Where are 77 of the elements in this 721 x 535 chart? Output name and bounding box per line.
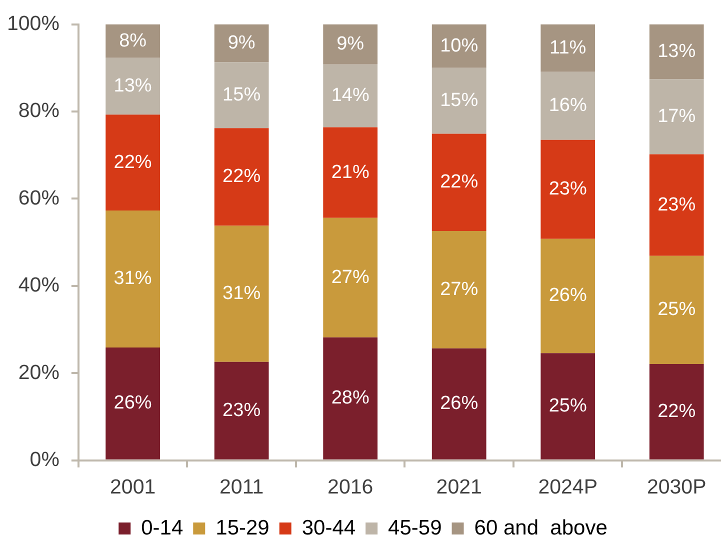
bar [540,238,596,354]
bar [540,24,596,72]
bar [432,24,486,68]
y-tick-label: 80% [18,99,60,122]
bar [649,364,704,460]
data-label: 14% [331,85,370,106]
bar [323,24,378,64]
legend-label: 60 and above [474,516,608,535]
data-label: 25% [658,299,696,320]
x-tick-label: 2011 [220,475,264,498]
data-label: 16% [548,95,587,116]
data-label: 13% [114,75,152,96]
bar [540,353,596,460]
data-label: 28% [331,388,370,409]
bar [323,127,378,218]
data-label: 15% [440,90,478,112]
bar [432,231,486,348]
bar [106,347,160,460]
bar [649,154,704,256]
bar [214,362,269,460]
legend-label: 0-14 [141,516,184,535]
bar [323,337,378,460]
data-label: 26% [548,285,587,306]
data-label: 15% [222,84,261,106]
x-tick-label: 2030P [646,475,706,498]
bar [106,210,160,348]
bar [214,62,269,128]
x-tick-label: 2024P [538,475,598,498]
data-label: 17% [658,106,696,127]
legend-label: 15-29 [216,516,270,535]
legend-label: 45-59 [388,516,442,535]
bar [106,114,160,211]
y-tick-label: 100% [6,12,60,35]
legend-label: 30-44 [302,516,356,535]
data-label: 10% [440,35,478,56]
y-tick-label: 20% [18,360,60,384]
bar [649,79,704,154]
x-tick-label: 2001 [110,475,156,498]
y-tick-label: 60% [18,186,60,210]
bar [649,256,704,364]
bar [540,72,596,140]
data-label: 9% [228,32,256,54]
data-label: 25% [548,395,587,416]
bar [323,218,378,338]
bar [214,128,269,226]
data-label: 23% [222,400,261,421]
data-label: 31% [114,268,152,290]
bar [649,24,704,80]
bar [106,58,160,115]
bar [540,140,596,239]
data-label: 26% [114,392,152,414]
data-label: 9% [336,34,364,55]
data-label: 21% [331,162,370,183]
y-tick-label: 0% [30,448,60,472]
bar [432,134,486,232]
bar [106,24,160,58]
y-tick-label: 40% [18,274,60,297]
bar [432,348,486,460]
bar [214,24,269,62]
data-label: 27% [331,266,370,288]
x-tick-label: 2016 [328,475,374,498]
data-label: 22% [658,400,696,422]
data-label: 31% [222,283,261,304]
data-label: 22% [440,172,478,193]
data-label: 22% [114,152,152,173]
bar [432,68,486,134]
data-label: 26% [440,393,478,414]
data-label: 23% [548,178,587,200]
bar [323,64,378,128]
data-label: 27% [440,278,478,300]
data-label: 23% [658,194,696,216]
x-tick-label: 2021 [436,475,482,498]
data-label: 11% [550,37,586,58]
data-label: 22% [222,166,261,188]
bar [214,226,269,362]
data-label: 13% [658,41,696,62]
data-label: 8% [119,30,147,52]
